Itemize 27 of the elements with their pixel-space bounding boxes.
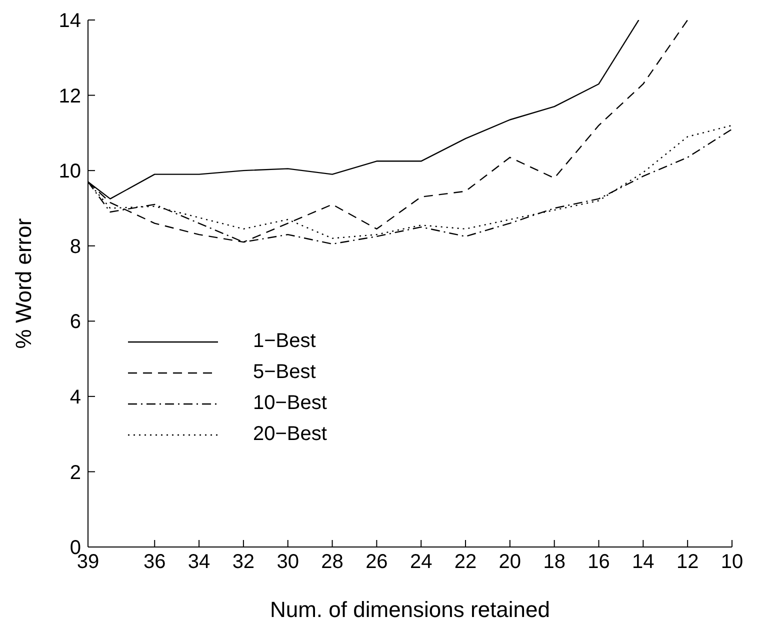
legend-label: 5−Best [253, 361, 316, 384]
y-tick-label: 6 [70, 311, 81, 334]
legend-label: 1−Best [253, 330, 316, 353]
y-tick-label: 2 [70, 462, 81, 484]
y-tick-label: 4 [70, 386, 81, 409]
x-axis-title: Num. of dimensions retained [270, 597, 550, 622]
y-tick-label: 14 [58, 10, 81, 32]
x-tick-label: 12 [676, 551, 699, 574]
x-tick-label: 16 [588, 551, 610, 574]
y-tick-label: 8 [70, 236, 81, 258]
x-tick-label: 14 [632, 551, 654, 574]
y-tick-label: 12 [58, 85, 81, 108]
x-tick-label: 10 [720, 551, 744, 574]
x-tick-label: 30 [276, 551, 299, 574]
x-tick-label: 34 [188, 551, 210, 574]
x-tick-label: 26 [366, 551, 388, 574]
x-tick-label: 20 [498, 551, 522, 574]
x-tick-label: 28 [321, 551, 344, 574]
legend-label: 10−Best [253, 392, 327, 415]
y-axis-title: % Word error [10, 218, 36, 349]
x-tick-label: 32 [232, 551, 255, 574]
x-tick-label: 24 [410, 551, 432, 574]
x-tick-label: 36 [143, 551, 166, 574]
x-tick-label: 22 [454, 551, 477, 574]
y-tick-label: 10 [58, 160, 81, 183]
legend-label: 20−Best [253, 423, 327, 446]
x-tick-label: 18 [543, 551, 566, 574]
